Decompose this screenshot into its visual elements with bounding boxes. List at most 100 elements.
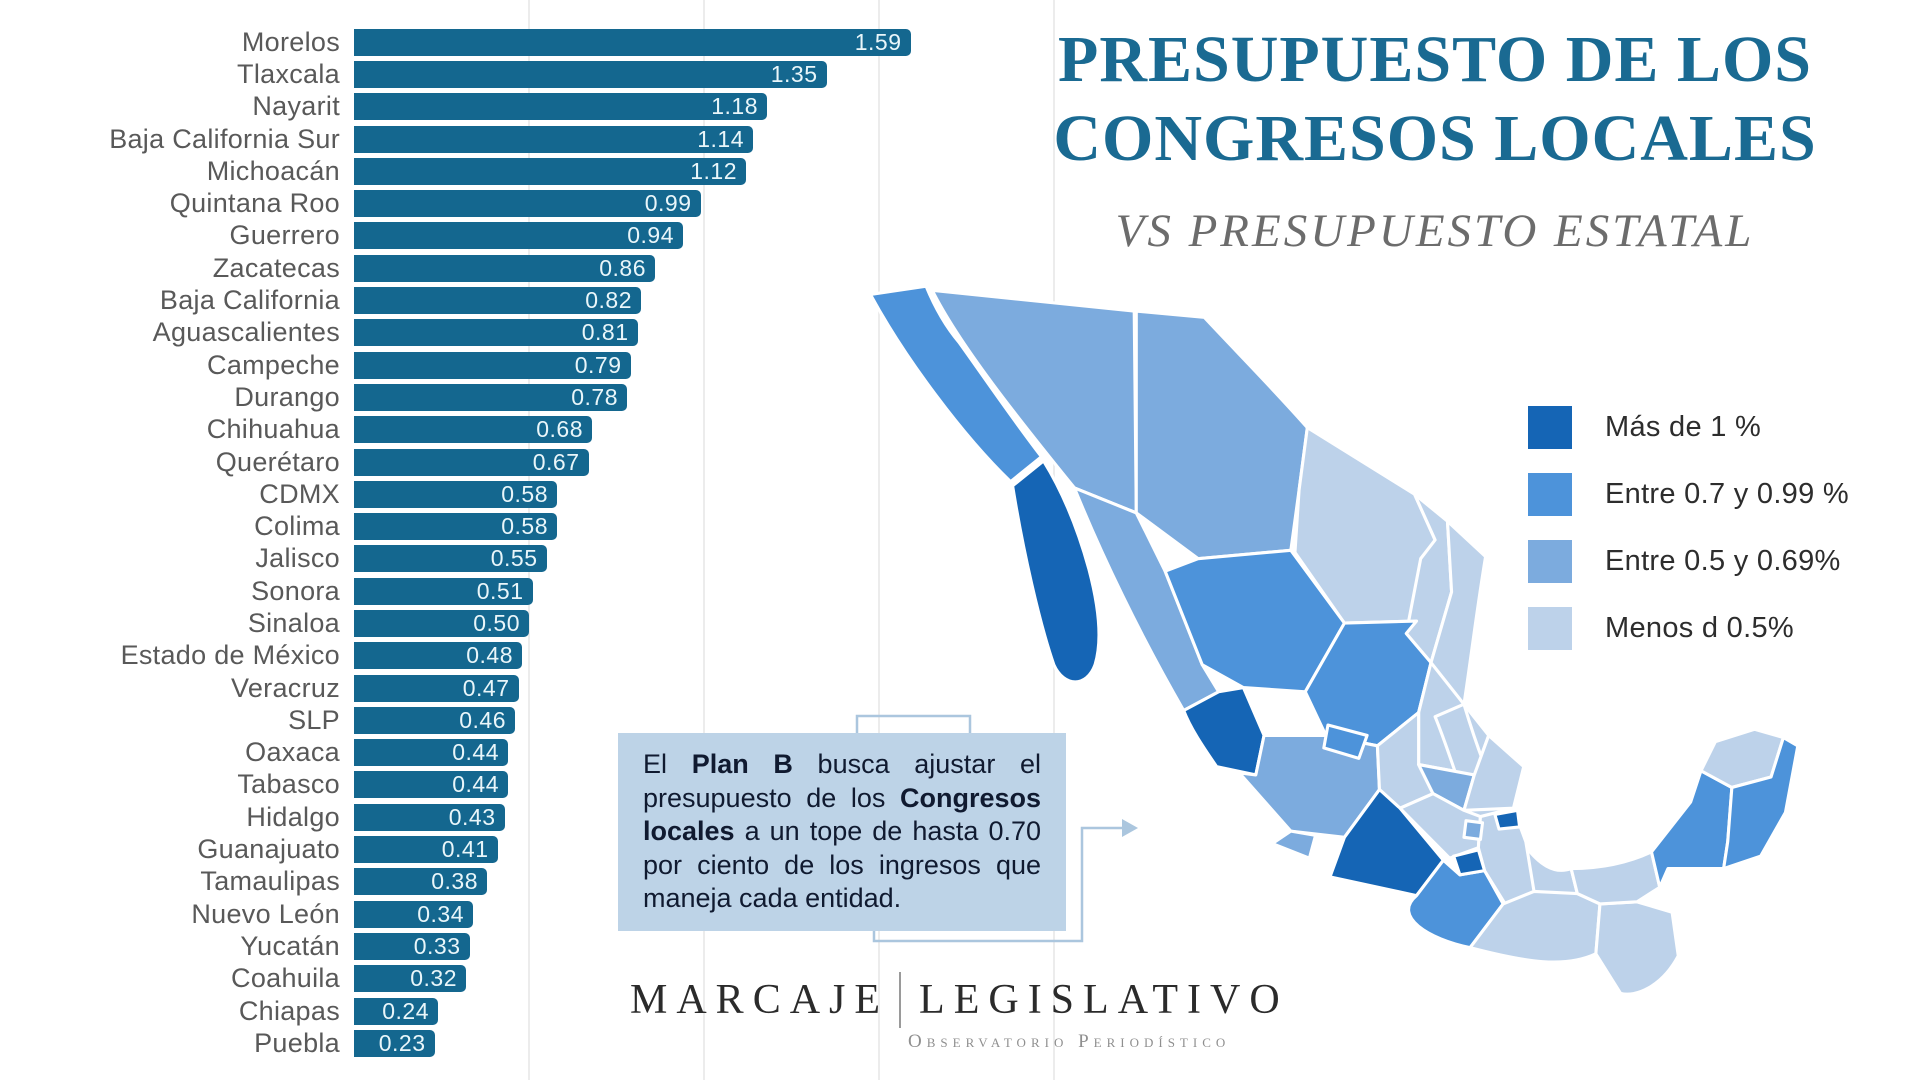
bar: 0.34 (354, 900, 473, 928)
logo-word-legislativo: LEGISLATIVO (919, 977, 1289, 1023)
bar-label: Sonora (251, 575, 340, 606)
bar-value: 0.32 (410, 965, 457, 992)
bar-row: Aguascalientes 0.81 (10, 317, 911, 349)
bar: 0.79 (354, 351, 631, 379)
bar-value: 0.82 (585, 287, 632, 314)
legend-swatch (1528, 473, 1572, 516)
legend-row: Entre 0.7 y 0.99 % (1528, 473, 1849, 516)
map-state-chihuahua (1134, 309, 1309, 561)
bar: 0.43 (354, 803, 505, 831)
bar-label: Baja California (159, 285, 340, 316)
bar: 0.58 (354, 480, 557, 508)
bar-row: Tabasco 0.44 (10, 769, 911, 801)
bar-value: 0.81 (581, 319, 629, 346)
bar: 0.55 (354, 545, 547, 573)
bar-label: Guanajuato (197, 834, 340, 865)
bar-row: Oaxaca 0.44 (10, 737, 911, 769)
map-state-aguascalientes (1322, 723, 1369, 760)
bar-row: Chiapas 0.24 (10, 995, 911, 1027)
bar-row: Morelos 1.59 (10, 26, 911, 58)
bar: 0.44 (354, 739, 508, 767)
bar-row: Guanajuato 0.41 (10, 833, 911, 865)
gridline (878, 0, 880, 1080)
bar-row: Querétaro 0.67 (10, 446, 911, 478)
bar-row: Michoacán 1.12 (10, 155, 911, 187)
bar-label: Tlaxcala (237, 58, 340, 89)
bar: 0.82 (354, 287, 641, 315)
bar-row: Veracruz 0.47 (10, 672, 911, 704)
bar: 1.14 (354, 125, 753, 153)
bar-value: 0.50 (473, 609, 520, 636)
bar-chart: Morelos 1.59 Tlaxcala 1.35 Nayarit 1.18 Baja C… (10, 26, 911, 1060)
bar-label: CDMX (259, 478, 340, 509)
bar-label: Tabasco (237, 769, 340, 800)
bar: 0.24 (354, 997, 438, 1025)
map-legend: Más de 1 % Entre 0.7 y 0.99 % Entre 0.5 y … (1528, 406, 1849, 674)
bar: 0.44 (354, 771, 508, 799)
bar: 0.67 (354, 448, 589, 476)
bar-row: Nuevo León 0.34 (10, 898, 911, 930)
bar: 0.33 (354, 932, 470, 960)
map-state-baja-california-sur (1011, 459, 1101, 684)
bar-label: Estado de México (120, 640, 340, 671)
legend-swatch (1528, 540, 1572, 583)
bar-label: Veracruz (231, 672, 340, 703)
map-state-tabasco (1569, 850, 1662, 906)
bar-label: Nayarit (252, 91, 340, 122)
bar-label: Hidalgo (246, 801, 340, 832)
bar-value: 0.78 (571, 383, 618, 410)
bar-value: 0.43 (448, 803, 496, 830)
bar-row: Zacatecas 0.86 (10, 252, 911, 284)
bar-label: Jalisco (255, 543, 340, 574)
callout-top-bracket (855, 714, 972, 745)
bar: 0.46 (354, 706, 515, 734)
bar-row: Puebla 0.23 (10, 1027, 911, 1059)
bar-value: 0.58 (501, 480, 548, 507)
bar-value: 1.14 (697, 125, 744, 152)
map-state-hidalgo (1462, 733, 1526, 812)
bar-label: Chihuahua (206, 414, 340, 445)
callout-connector-line (872, 826, 1122, 943)
bar-value: 0.47 (462, 674, 510, 701)
bar: 0.81 (354, 319, 638, 347)
bar-label: Quintana Roo (169, 188, 340, 219)
bar-label: Guerrero (229, 220, 340, 251)
bar-value: 1.18 (711, 93, 758, 120)
legend-swatch (1528, 607, 1572, 650)
bar: 0.50 (354, 609, 529, 637)
bar-label: Oaxaca (245, 737, 340, 768)
bar-value: 0.48 (466, 642, 513, 669)
bar: 0.23 (354, 1029, 435, 1057)
bar-row: Guerrero 0.94 (10, 220, 911, 252)
bar-row: Estado de México 0.48 (10, 640, 911, 672)
map-state-morelos (1452, 848, 1487, 877)
bar-label: Chiapas (238, 995, 340, 1026)
bar-row: Jalisco 0.55 (10, 543, 911, 575)
map-state-sinaloa (1072, 486, 1221, 713)
bar-row: Durango 0.78 (10, 381, 911, 413)
bar-label: Puebla (254, 1027, 340, 1058)
logo-tagline: Observatorio Periodístico (908, 1031, 1231, 1052)
bar-value: 0.44 (452, 739, 499, 766)
map-state-chiapas (1594, 900, 1680, 996)
bar-value: 0.67 (532, 448, 580, 475)
bar: 1.35 (354, 60, 827, 88)
bar-row: Tamaulipas 0.38 (10, 866, 911, 898)
bar-row: CDMX 0.58 (10, 478, 911, 510)
bar-value: 1.12 (690, 157, 737, 184)
bar-label: Sinaloa (247, 607, 340, 638)
page-subtitle: VS PRESUPUESTO ESTATAL (1115, 205, 1755, 257)
bar-label: Colima (254, 511, 340, 542)
logo-divider (899, 972, 902, 1028)
bar-label: Zacatecas (212, 252, 340, 283)
bar-row: Coahuila 0.32 (10, 963, 911, 995)
bar-value: 0.51 (476, 577, 524, 604)
title-line-2: CONGRESOS LOCALES (1053, 102, 1817, 175)
marcaje-legislativo-logo: MARCAJE LEGISLATIVO Observatorio Periodí… (630, 972, 1289, 1053)
bar-label: Nuevo León (191, 898, 340, 929)
page-title: PRESUPUESTO DE LOS CONGRESOS LOCALES VS … (1015, 20, 1855, 258)
bar-label: Morelos (241, 26, 340, 57)
bar-value: 0.34 (417, 900, 464, 927)
bar-value: 0.46 (459, 706, 506, 733)
map-state-baja-california (868, 284, 1044, 484)
